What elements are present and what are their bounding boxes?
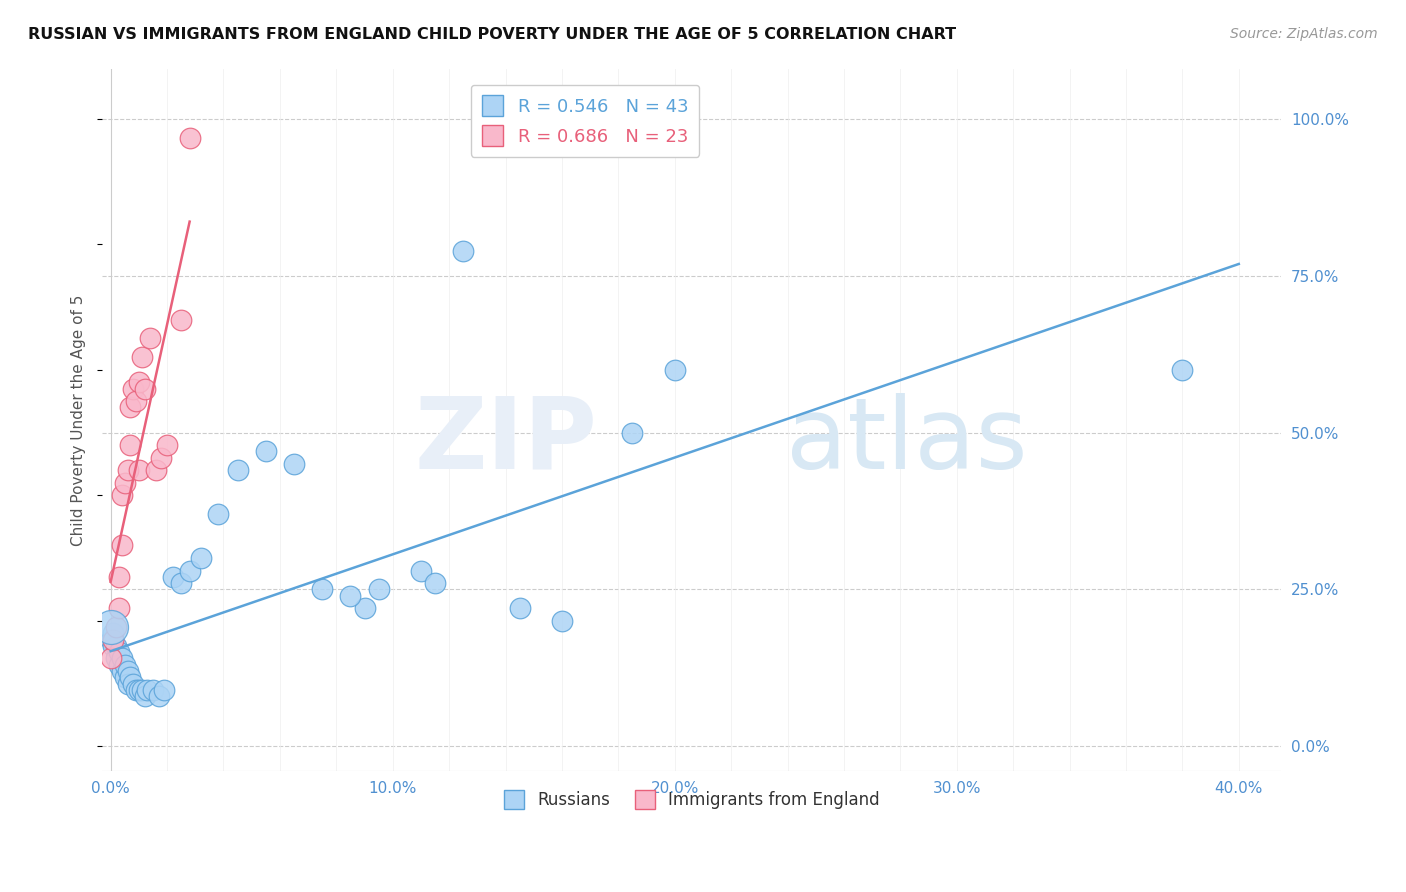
- Point: [108, 657, 131, 672]
- Point: [117, 676, 139, 690]
- Point: [409, 564, 432, 578]
- Point: [108, 645, 131, 659]
- Point: [170, 576, 193, 591]
- Point: [103, 632, 125, 647]
- Point: [367, 582, 389, 597]
- Point: [114, 475, 136, 490]
- Point: [509, 601, 531, 615]
- Point: [111, 664, 134, 678]
- Point: [105, 639, 128, 653]
- Point: [117, 664, 139, 678]
- Point: [117, 463, 139, 477]
- Point: [120, 670, 142, 684]
- Point: [621, 425, 644, 440]
- Point: [114, 657, 136, 672]
- Point: [111, 539, 134, 553]
- Point: [131, 682, 153, 697]
- Point: [100, 651, 122, 665]
- Point: [100, 620, 122, 634]
- Point: [134, 689, 156, 703]
- Point: [122, 382, 145, 396]
- Point: [179, 564, 201, 578]
- Point: [153, 682, 176, 697]
- Point: [226, 463, 249, 477]
- Point: [122, 676, 145, 690]
- Point: [179, 130, 201, 145]
- Point: [1171, 363, 1194, 377]
- Point: [148, 689, 170, 703]
- Point: [254, 444, 277, 458]
- Point: [125, 394, 148, 409]
- Text: ZIP: ZIP: [415, 392, 598, 490]
- Point: [136, 682, 159, 697]
- Point: [120, 438, 142, 452]
- Point: [120, 401, 142, 415]
- Point: [551, 614, 574, 628]
- Point: [100, 632, 122, 647]
- Point: [111, 488, 134, 502]
- Point: [150, 450, 173, 465]
- Point: [108, 601, 131, 615]
- Point: [207, 507, 229, 521]
- Point: [162, 570, 184, 584]
- Point: [128, 463, 150, 477]
- Point: [128, 682, 150, 697]
- Point: [125, 682, 148, 697]
- Point: [170, 312, 193, 326]
- Text: Source: ZipAtlas.com: Source: ZipAtlas.com: [1230, 27, 1378, 41]
- Point: [103, 639, 125, 653]
- Point: [283, 457, 305, 471]
- Text: atlas: atlas: [786, 392, 1028, 490]
- Point: [142, 682, 165, 697]
- Point: [131, 350, 153, 364]
- Point: [114, 670, 136, 684]
- Point: [311, 582, 333, 597]
- Point: [111, 651, 134, 665]
- Point: [134, 382, 156, 396]
- Point: [128, 376, 150, 390]
- Text: RUSSIAN VS IMMIGRANTS FROM ENGLAND CHILD POVERTY UNDER THE AGE OF 5 CORRELATION : RUSSIAN VS IMMIGRANTS FROM ENGLAND CHILD…: [28, 27, 956, 42]
- Point: [451, 244, 474, 258]
- Point: [353, 601, 375, 615]
- Point: [190, 551, 212, 566]
- Legend: Russians, Immigrants from England: Russians, Immigrants from England: [496, 783, 886, 816]
- Point: [139, 331, 162, 345]
- Point: [105, 651, 128, 665]
- Point: [105, 620, 128, 634]
- Point: [103, 626, 125, 640]
- Y-axis label: Child Poverty Under the Age of 5: Child Poverty Under the Age of 5: [72, 294, 86, 546]
- Point: [145, 463, 167, 477]
- Point: [108, 570, 131, 584]
- Point: [156, 438, 179, 452]
- Point: [664, 363, 686, 377]
- Point: [339, 589, 361, 603]
- Point: [423, 576, 446, 591]
